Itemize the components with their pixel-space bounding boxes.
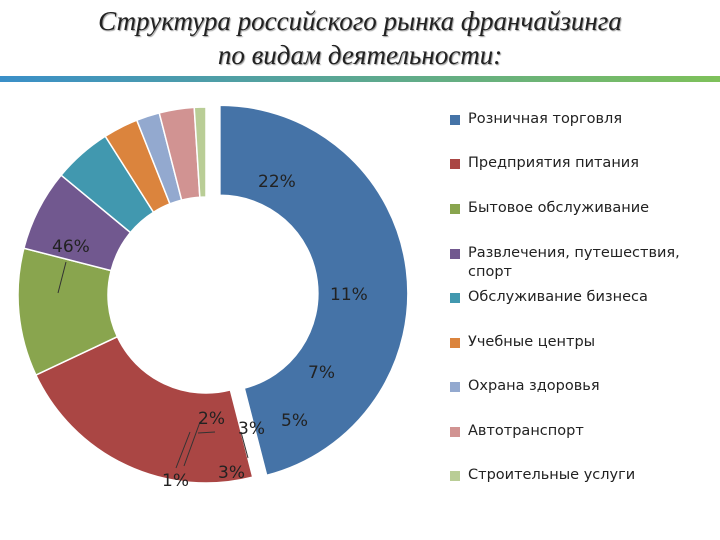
slice-1	[219, 104, 409, 477]
data-label-9: 1%	[162, 471, 189, 491]
leader-line-6	[240, 431, 249, 459]
leader-line-1	[57, 261, 67, 294]
chart-title-line-1: Структура российского рынка франчайзинга	[98, 6, 622, 36]
legend-swatch	[450, 115, 460, 125]
legend-label: Строительные услуги	[468, 467, 636, 483]
data-label-8: 3%	[218, 463, 245, 483]
data-label-3: 11%	[330, 285, 368, 305]
leader-line-7	[183, 421, 201, 467]
legend-swatch	[450, 471, 460, 481]
chart-title-line-2: по видам деятельности:	[217, 40, 503, 70]
legend-swatch	[450, 427, 460, 437]
leader-line-8	[197, 431, 216, 434]
slice-9	[193, 106, 207, 198]
legend-swatch	[450, 249, 460, 259]
data-label-6: 3%	[238, 419, 265, 439]
legend-label: Розничная торговля	[468, 111, 623, 127]
legend-label: Охрана здоровья	[468, 378, 600, 394]
legend-swatch	[450, 382, 460, 392]
legend-label: Учебные центры	[468, 334, 596, 350]
chart-title: Структура российского рынка франчайзинга…	[0, 4, 720, 72]
legend-swatch	[450, 204, 460, 214]
legend-label: Бытовое обслуживание	[468, 200, 650, 216]
title-divider	[0, 76, 720, 82]
data-label-7: 2%	[198, 409, 225, 429]
legend-label: Развлечения, путешествия, спорт	[468, 245, 680, 280]
legend-label: Автотранспорт	[468, 423, 584, 439]
data-label-5: 5%	[281, 411, 308, 431]
data-label-2: 22%	[258, 172, 296, 192]
leader-line-9	[175, 431, 191, 469]
legend-swatch	[450, 293, 460, 303]
legend-label: Предприятия питания	[468, 155, 639, 171]
legend-swatch	[450, 159, 460, 169]
data-label-4: 7%	[308, 363, 335, 383]
slice-2	[34, 335, 254, 484]
legend-label: Обслуживание бизнеса	[468, 289, 648, 305]
data-label-1: 46%	[52, 237, 90, 257]
legend-swatch	[450, 338, 460, 348]
